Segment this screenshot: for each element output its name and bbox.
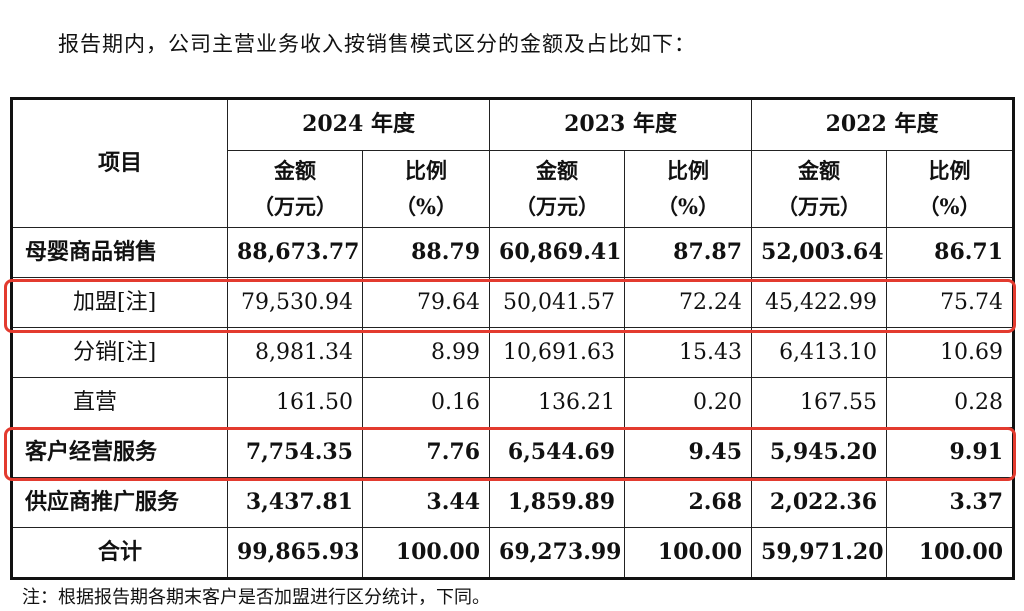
amount-cell: 59,971.20 — [751, 527, 888, 579]
row-label: 客户经营服务 — [11, 427, 228, 478]
amount-cell: 167.55 — [751, 377, 888, 428]
table-row-maternal-infant-sales: 母婴商品销售 88,673.77 88.79 60,869.41 87.87 5… — [11, 227, 1015, 278]
table-row-total: 合计 99,865.93 100.00 69,273.99 100.00 59,… — [11, 527, 1015, 579]
ratio-cell: 15.43 — [624, 327, 753, 378]
footnote: 注：根据报告期各期末客户是否加盟进行区分统计，下同。 — [22, 587, 490, 608]
amount-header: 金额 （万元） — [227, 150, 363, 228]
ratio-cell: 88.79 — [361, 227, 491, 278]
amount-header: 金额 （万元） — [751, 150, 888, 228]
ratio-header: 比例 （%） — [624, 150, 753, 228]
column-subheader-row: 金额 （万元） 比例 （%） 金额 （万元） 比例 （%） 金额 （万元） 比例 （%） — [12, 150, 1015, 228]
item-header: 项目 — [11, 98, 228, 228]
ratio-cell: 75.74 — [886, 277, 1015, 328]
amount-cell: 10,691.63 — [489, 327, 626, 378]
amount-cell: 2,022.36 — [751, 477, 888, 528]
ratio-cell: 9.45 — [624, 427, 753, 478]
ratio-cell: 8.99 — [361, 327, 491, 378]
table-row-supplier-promotion-service: 供应商推广服务 3,437.81 3.44 1,859.89 2.68 2,02… — [11, 477, 1015, 528]
ratio-cell: 86.71 — [886, 227, 1015, 278]
row-label: 加盟[注] — [11, 277, 228, 328]
ratio-cell: 10.69 — [886, 327, 1015, 378]
ratio-cell: 9.91 — [886, 427, 1015, 478]
ratio-cell: 79.64 — [361, 277, 491, 328]
ratio-cell: 100.00 — [361, 527, 491, 579]
row-label: 直营 — [11, 377, 228, 428]
year-header-2022: 2022 年度 — [751, 98, 1015, 151]
amount-cell: 50,041.57 — [489, 277, 626, 328]
ratio-header: 比例 （%） — [886, 150, 1015, 228]
year-header-2024: 2024 年度 — [226, 98, 491, 151]
amount-cell: 88,673.77 — [227, 227, 363, 278]
ratio-cell: 72.24 — [624, 277, 753, 328]
table-row-customer-operation-service: 客户经营服务 7,754.35 7.76 6,544.69 9.45 5,945… — [11, 427, 1015, 478]
amount-cell: 6,544.69 — [489, 427, 626, 478]
amount-cell: 3,437.81 — [227, 477, 363, 528]
table-row-direct-sales: 直营 161.50 0.16 136.21 0.20 167.55 0.28 — [11, 377, 1015, 428]
row-label: 供应商推广服务 — [11, 477, 228, 528]
amount-cell: 161.50 — [227, 377, 363, 428]
amount-cell: 136.21 — [489, 377, 626, 428]
amount-cell: 60,869.41 — [489, 227, 626, 278]
ratio-cell: 3.44 — [361, 477, 491, 528]
row-label: 分销[注] — [11, 327, 228, 378]
ratio-cell: 0.28 — [886, 377, 1015, 428]
revenue-table-container: 项目 2024 年度 2023 年度 2022 年度 金额 （万元） 比例 （%） … — [10, 97, 1016, 580]
ratio-cell: 3.37 — [886, 477, 1015, 528]
ratio-cell: 2.68 — [624, 477, 753, 528]
amount-cell: 79,530.94 — [227, 277, 363, 328]
amount-cell: 7,754.35 — [227, 427, 363, 478]
ratio-cell: 100.00 — [624, 527, 753, 579]
amount-cell: 45,422.99 — [751, 277, 888, 328]
amount-cell: 1,859.89 — [489, 477, 626, 528]
amount-cell: 5,945.20 — [751, 427, 888, 478]
amount-cell: 52,003.64 — [751, 227, 888, 278]
table-row-distribution: 分销[注] 8,981.34 8.99 10,691.63 15.43 6,41… — [11, 327, 1015, 378]
amount-cell: 99,865.93 — [227, 527, 363, 579]
ratio-cell: 87.87 — [624, 227, 753, 278]
intro-text: 报告期内，公司主营业务收入按销售模式区分的金额及占比如下： — [58, 32, 696, 56]
ratio-header: 比例 （%） — [361, 150, 491, 228]
ratio-cell: 0.16 — [361, 377, 491, 428]
ratio-cell: 100.00 — [886, 527, 1015, 579]
row-label: 母婴商品销售 — [11, 227, 228, 278]
amount-cell: 69,273.99 — [489, 527, 626, 579]
year-header-row: 项目 2024 年度 2023 年度 2022 年度 — [11, 98, 1015, 228]
amount-cell: 6,413.10 — [751, 327, 888, 378]
ratio-cell: 0.20 — [624, 377, 753, 428]
year-header-2023: 2023 年度 — [489, 98, 753, 151]
amount-header: 金额 （万元） — [489, 150, 626, 228]
table-row-franchise: 加盟[注] 79,530.94 79.64 50,041.57 72.24 45… — [11, 277, 1015, 328]
row-label: 合计 — [11, 527, 228, 579]
ratio-cell: 7.76 — [361, 427, 491, 478]
amount-cell: 8,981.34 — [227, 327, 363, 378]
revenue-by-sales-mode-table: 项目 2024 年度 2023 年度 2022 年度 金额 （万元） 比例 （%） … — [10, 97, 1016, 580]
